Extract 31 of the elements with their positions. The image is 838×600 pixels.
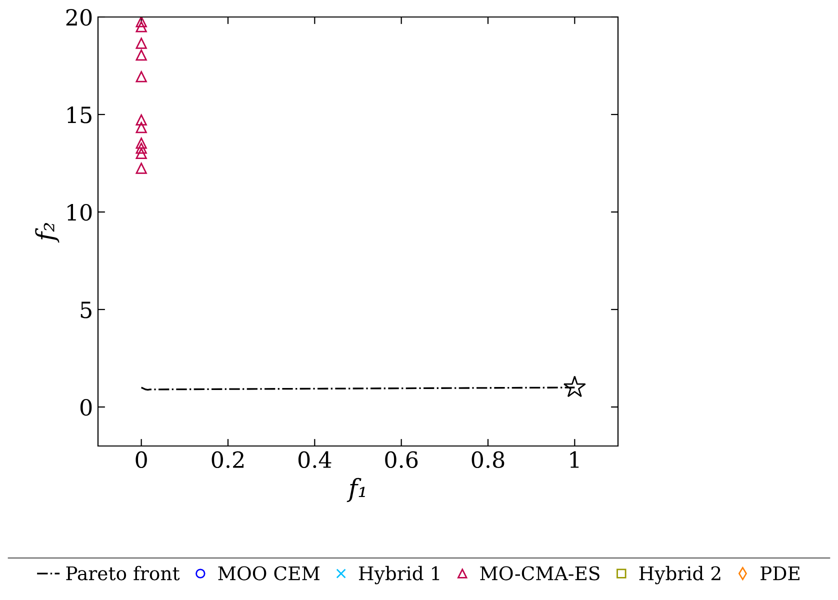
point xyxy=(136,38,147,49)
x-tick-label: 0 xyxy=(136,451,147,468)
legend-label: Hybrid 2 xyxy=(639,566,720,584)
x-tick-label: 0.2 xyxy=(212,451,244,468)
x-tick-label: 0.6 xyxy=(385,451,418,468)
point xyxy=(136,138,147,149)
y-tick-label: 20 xyxy=(66,8,92,26)
y-tick-label: 5 xyxy=(80,302,92,318)
legend-label: Pareto front xyxy=(66,566,180,580)
x-tick-label: 1 xyxy=(570,451,579,468)
legend-label: PDE xyxy=(760,566,800,580)
y-tick-label: 15 xyxy=(68,106,92,124)
x-tick-label: 0.8 xyxy=(472,451,504,468)
point xyxy=(563,376,586,398)
point xyxy=(136,71,147,82)
legend-label: MOO CEM xyxy=(218,566,320,580)
legend-label: Hybrid 1 xyxy=(358,566,440,584)
y-tick-label: 0 xyxy=(80,398,92,416)
y-axis-title: f₂ xyxy=(35,223,60,243)
x-tick-label: 0.4 xyxy=(298,451,332,468)
point xyxy=(136,148,147,160)
y-tick-label: 10 xyxy=(68,204,92,221)
point xyxy=(136,162,147,174)
point xyxy=(136,122,147,134)
point xyxy=(136,17,147,28)
point xyxy=(136,49,147,61)
point xyxy=(136,142,147,154)
legend-label: MO-CMA-ES xyxy=(480,566,600,580)
x-axis-title: f₁ xyxy=(346,478,365,502)
point xyxy=(136,21,147,32)
point xyxy=(136,114,147,126)
